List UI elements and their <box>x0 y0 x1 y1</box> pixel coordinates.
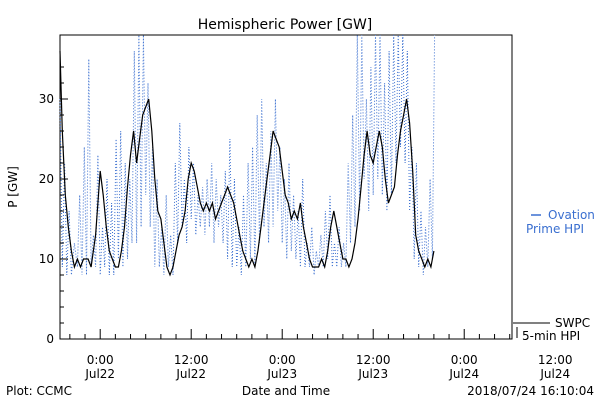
plot-frame <box>59 34 513 340</box>
x-tick-label: 0:00 <box>451 353 478 367</box>
legend-ovation-label: Ovation <box>548 208 595 222</box>
legend-swpc-label2: 5-min HPI <box>522 329 580 343</box>
legend-swpc: SWPC 5-min HPI <box>513 316 590 343</box>
y-axis-label: P [GW] <box>6 166 20 208</box>
chart-title: Hemispheric Power [GW] <box>198 17 373 33</box>
series-ovation-prime-line <box>59 34 436 276</box>
series-layer <box>59 34 436 277</box>
y-tick-label: 0 <box>46 332 54 346</box>
x-tick-sublabel: Jul23 <box>266 367 297 381</box>
y-tick-label: 20 <box>39 172 54 186</box>
y-tick-label: 30 <box>39 92 54 106</box>
footer-left: Plot: CCMC <box>6 384 72 398</box>
legend-swpc-label: SWPC <box>555 316 590 330</box>
legend-ovation: Ovation Prime HPI <box>526 208 595 236</box>
y-tick-label: 10 <box>39 252 54 266</box>
x-axis-label: Date and Time <box>242 384 330 398</box>
x-tick-sublabel: Jul24 <box>448 367 479 381</box>
x-tick-label: 0:00 <box>87 353 114 367</box>
x-tick-sublabel: Jul23 <box>357 367 388 381</box>
x-tick-label: 12:00 <box>174 353 209 367</box>
x-tick-label: 12:00 <box>356 353 391 367</box>
legend-ovation-label2: Prime HPI <box>526 222 584 236</box>
axis-layer: 01020300:00Jul2212:00Jul220:00Jul2312:00… <box>39 66 573 381</box>
footer-right: 2018/07/24 16:10:04 <box>467 384 594 398</box>
x-tick-label: 0:00 <box>269 353 296 367</box>
x-tick-sublabel: Jul24 <box>539 367 570 381</box>
x-tick-sublabel: Jul22 <box>175 367 206 381</box>
x-tick-label: 12:00 <box>538 353 573 367</box>
series-swpc-line <box>59 50 435 277</box>
x-tick-sublabel: Jul22 <box>84 367 115 381</box>
